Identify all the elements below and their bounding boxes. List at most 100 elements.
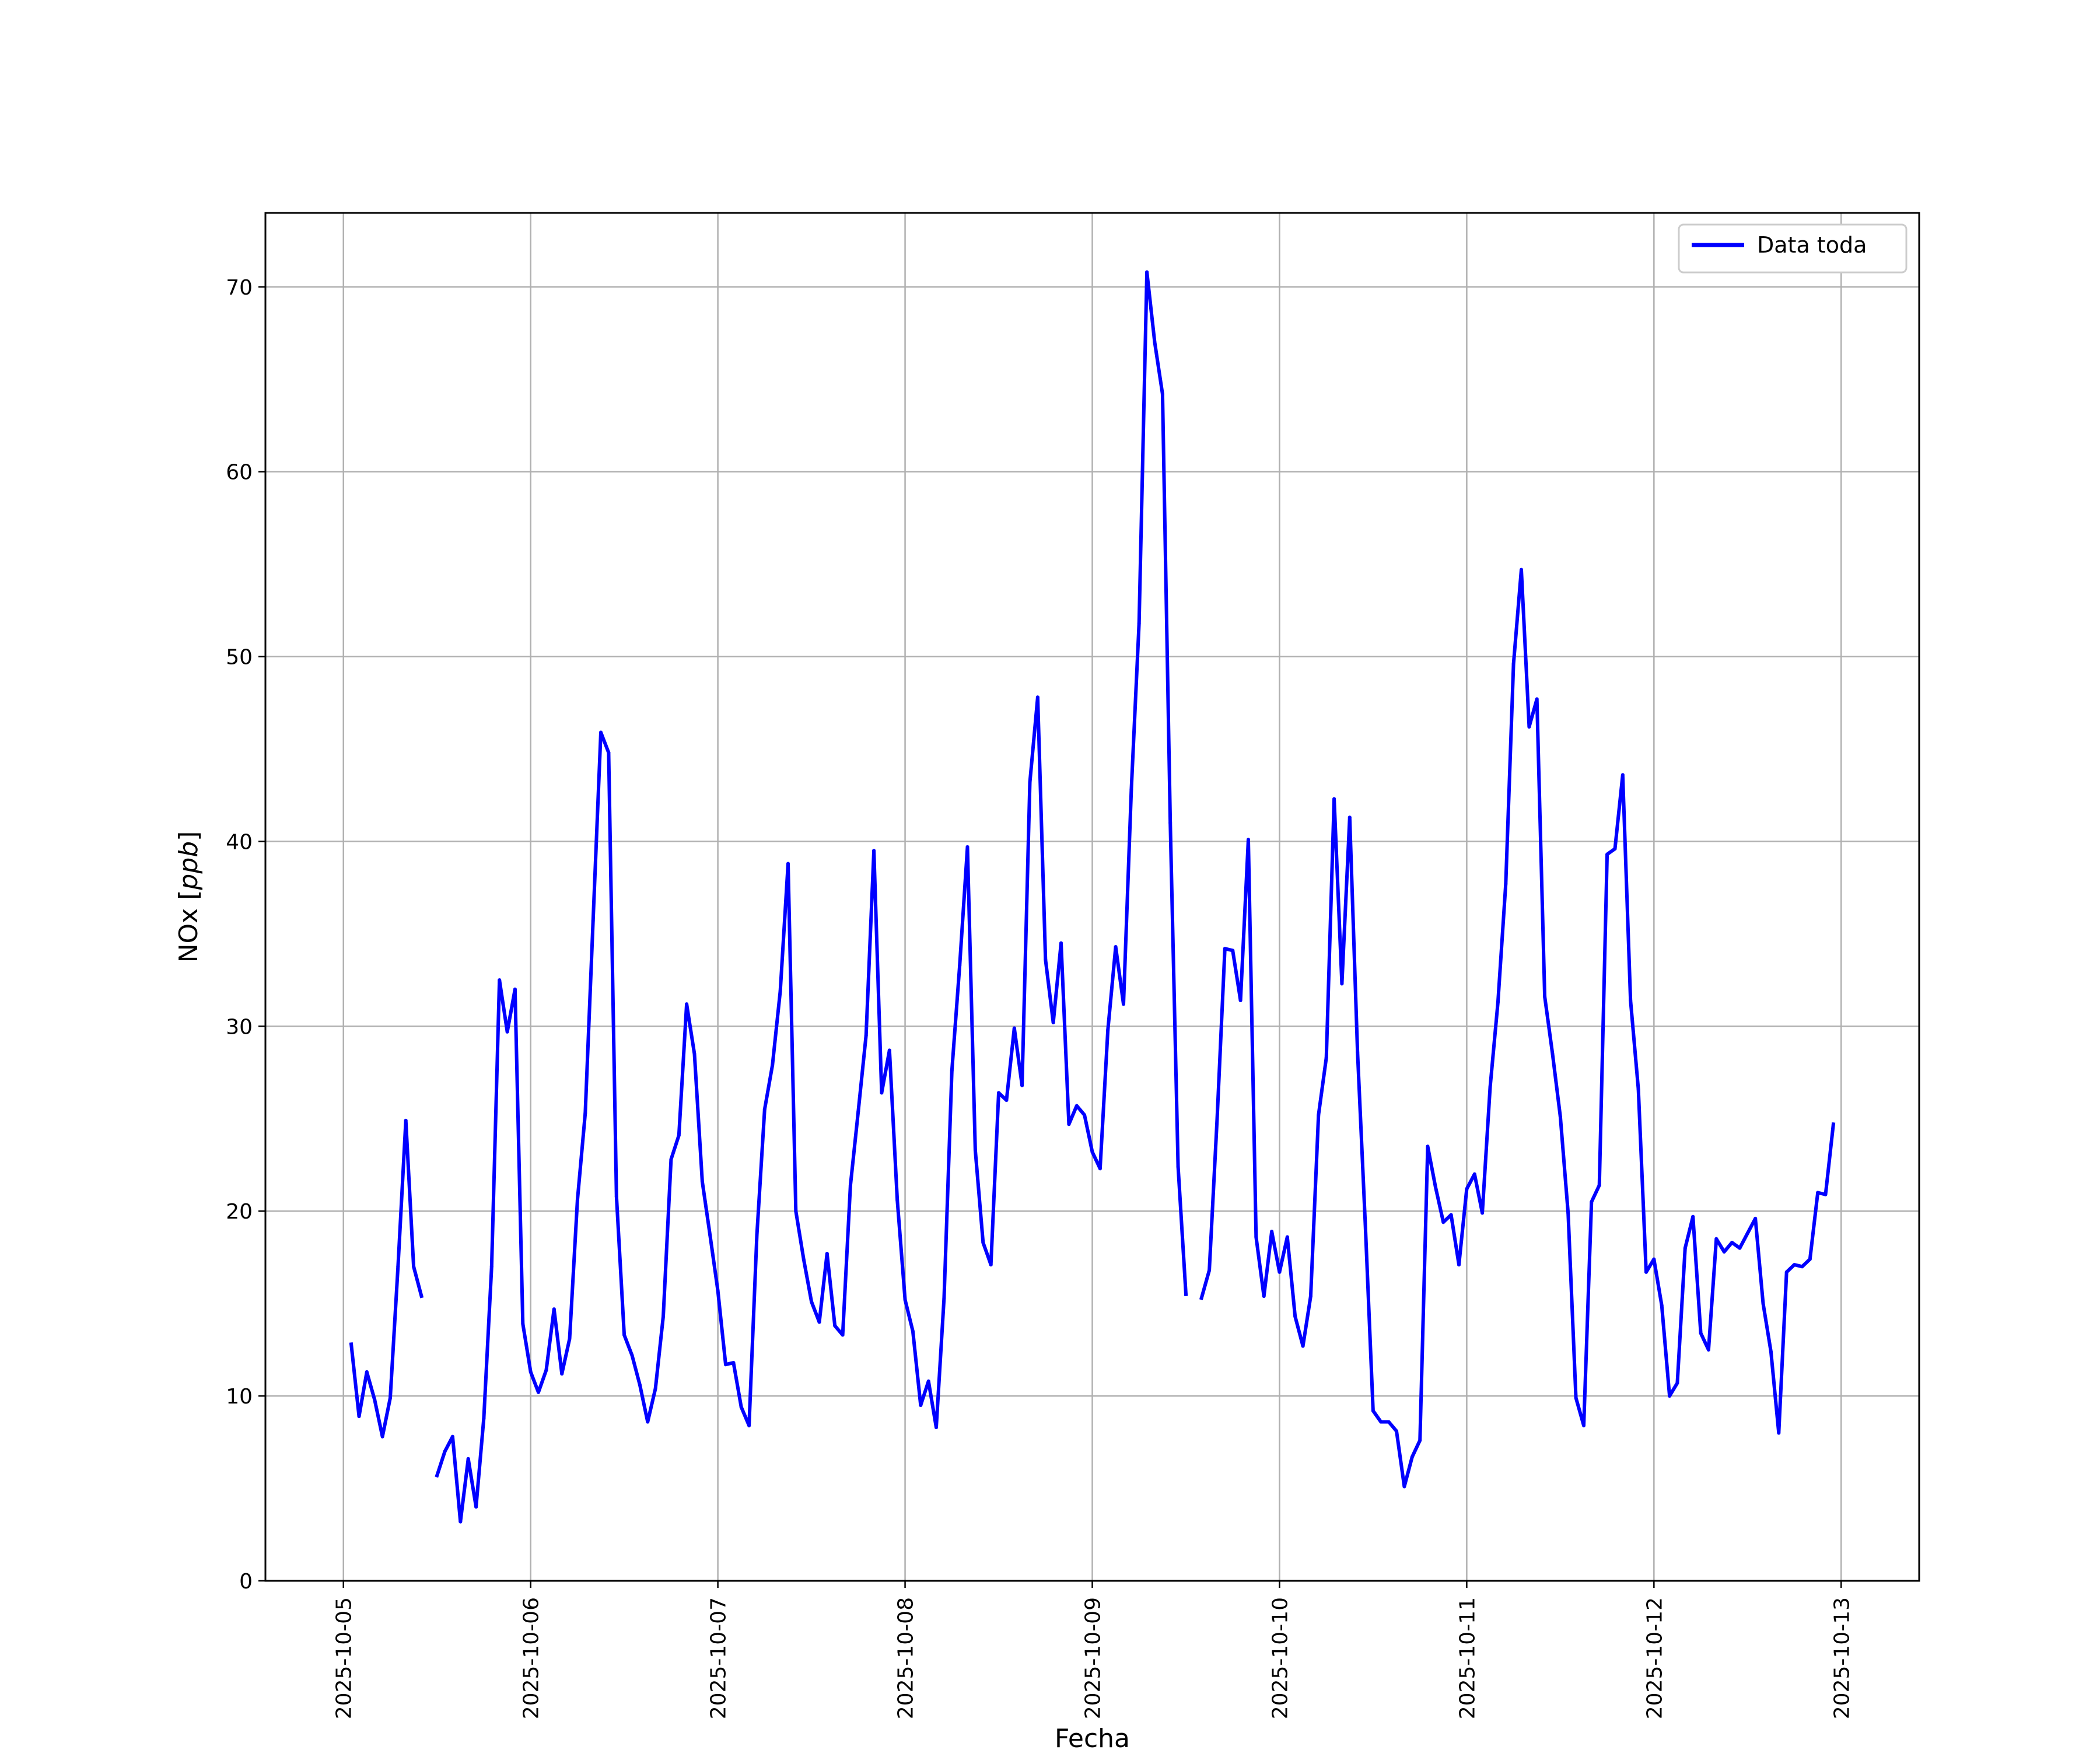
data-point (614, 1194, 618, 1198)
data-point (1379, 1420, 1383, 1424)
data-point (1465, 1187, 1469, 1191)
data-point (1457, 1263, 1461, 1267)
data-point (1199, 1296, 1203, 1300)
data-point (1074, 1104, 1079, 1108)
data-point (1511, 662, 1516, 666)
y-tick-label: 20 (226, 1200, 253, 1224)
data-point (1426, 1144, 1430, 1149)
data-point (1285, 1235, 1289, 1239)
data-point (443, 1450, 447, 1454)
data-point (841, 1333, 845, 1337)
data-point (1699, 1331, 1703, 1335)
legend-label: Data toda (1757, 232, 1867, 258)
data-point (1644, 1270, 1648, 1274)
data-point (1550, 1052, 1555, 1056)
data-point (662, 1314, 665, 1318)
legend: Data toda (1678, 223, 1908, 274)
data-point (388, 1396, 392, 1400)
data-point (380, 1434, 384, 1438)
data-point (1098, 1167, 1102, 1171)
y-tick-label: 30 (226, 1015, 253, 1039)
data-point (1363, 1222, 1367, 1226)
data-point (802, 1257, 806, 1261)
data-point (1504, 882, 1508, 886)
data-point (1566, 1211, 1570, 1215)
series-line-segment (349, 1118, 424, 1438)
data-point (692, 1052, 696, 1056)
data-point (1153, 340, 1157, 344)
data-point (1488, 1085, 1492, 1089)
data-point (607, 751, 611, 755)
data-point (1660, 1303, 1664, 1307)
data-point (459, 1520, 463, 1524)
data-point (864, 1034, 868, 1038)
data-point (450, 1434, 454, 1438)
data-point (404, 1118, 408, 1122)
y-tick-label: 50 (226, 646, 253, 670)
data-point (1738, 1246, 1742, 1250)
data-point (544, 1368, 548, 1372)
x-tick-label: 2025-10-13 (1830, 1597, 1854, 1719)
data-point (1122, 1002, 1125, 1006)
data-point (1831, 1122, 1835, 1126)
data-point (926, 1379, 930, 1383)
data-point (653, 1387, 657, 1391)
data-point (1683, 1246, 1687, 1250)
data-point (412, 1265, 416, 1269)
data-point (1613, 847, 1617, 851)
data-point (677, 1133, 681, 1138)
data-point (1480, 1211, 1485, 1215)
data-point (1441, 1220, 1446, 1224)
y-axis-label: NOx [ppb] (174, 831, 204, 963)
data-point (989, 1263, 993, 1267)
data-point (466, 1457, 470, 1461)
data-point (771, 1063, 775, 1067)
data-point (1176, 1165, 1180, 1169)
data-point (935, 1426, 938, 1429)
data-point (1231, 949, 1235, 953)
data-point (950, 1069, 954, 1073)
data-point (1059, 941, 1063, 945)
data-point (708, 1233, 712, 1237)
data-point (1730, 1241, 1734, 1245)
data-point (528, 1370, 533, 1374)
data-point (357, 1415, 361, 1418)
data-point (638, 1383, 642, 1387)
x-tick-label: 2025-10-11 (1455, 1597, 1479, 1719)
data-point (1410, 1455, 1414, 1459)
data-point (1691, 1214, 1695, 1219)
data-point (919, 1404, 923, 1407)
data-point (396, 1265, 400, 1269)
data-point (622, 1333, 626, 1337)
data-point (1184, 1292, 1188, 1296)
data-point (1527, 725, 1531, 729)
data-point (1418, 1438, 1422, 1443)
data-point (1215, 1116, 1219, 1121)
data-point (1761, 1301, 1765, 1306)
data-point (1317, 1113, 1321, 1117)
data-point (583, 1111, 587, 1115)
data-point (1449, 1213, 1453, 1217)
data-point (778, 989, 782, 993)
series-layer (349, 270, 1836, 1524)
x-tick-label: 2025-10-07 (707, 1597, 731, 1719)
data-point (482, 1416, 486, 1420)
data-point (911, 1329, 915, 1334)
y-tick-label: 0 (239, 1570, 253, 1594)
data-point (1145, 270, 1149, 274)
data-point (669, 1157, 673, 1161)
data-point (1051, 1021, 1055, 1024)
data-point (513, 987, 517, 991)
x-axis: 2025-10-05 2025-10-06 2025-10-07 2025-10-08… (332, 1581, 1854, 1719)
data-point (630, 1353, 634, 1357)
data-point (505, 1030, 509, 1034)
x-tick-label: 2025-10-06 (520, 1597, 544, 1719)
data-point (1129, 788, 1133, 792)
data-point (646, 1420, 650, 1424)
data-point (1324, 1056, 1328, 1060)
y-axis-label-end: ] (174, 831, 204, 841)
data-point (872, 849, 876, 853)
data-point (1114, 945, 1118, 949)
